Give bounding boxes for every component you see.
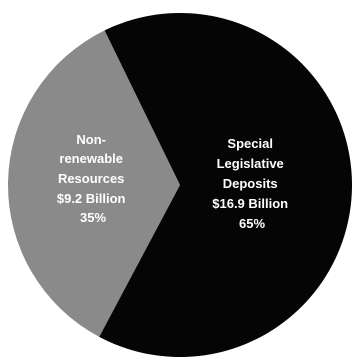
slice-label-special-legislative: Special Legislative Deposits $16.9 Billi… — [212, 136, 292, 231]
pie-slices — [7, 13, 352, 358]
pie-slice-0 — [7, 30, 180, 337]
slice-label-nonrenewable: Non- renewable Resources $9.2 Billion 35… — [57, 132, 129, 225]
pie-slice-1 — [99, 13, 352, 358]
